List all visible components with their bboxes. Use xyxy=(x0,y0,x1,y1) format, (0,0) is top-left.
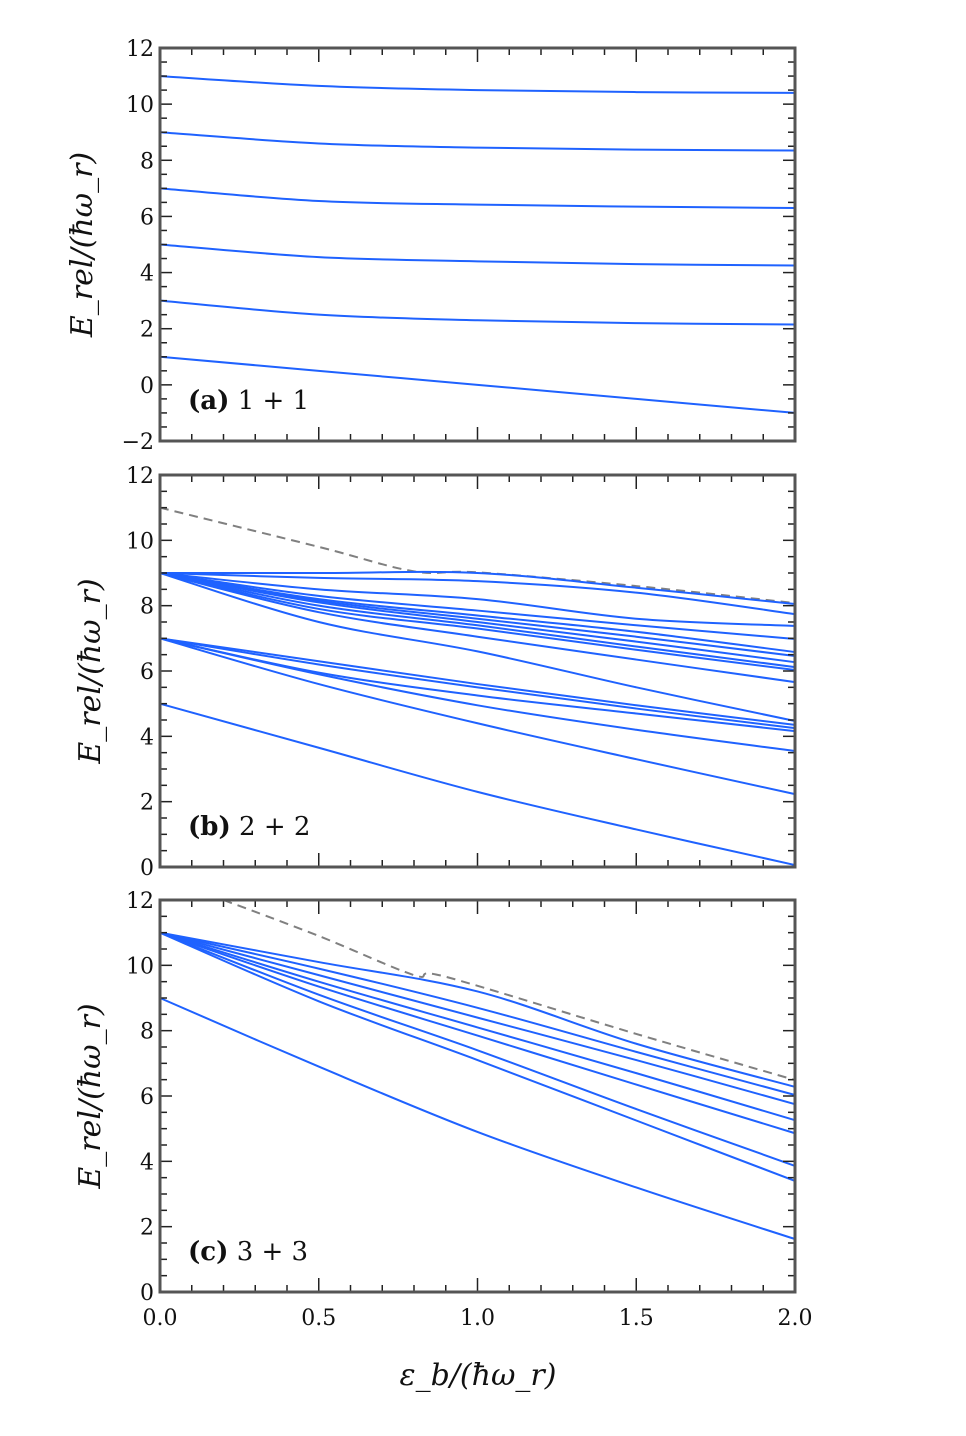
energy-level-line xyxy=(159,572,796,654)
y-tick-label: 0 xyxy=(140,856,154,881)
y-tick-label: 12 xyxy=(126,464,154,489)
plot-frame xyxy=(158,46,797,443)
y-tick-label: 4 xyxy=(140,1150,154,1175)
y-axis-label: E_rel/(ħω_r) xyxy=(73,1003,108,1189)
panel-c: 0 2 4 6 8 10 12 0.0 0.5 1.0 1.5 2.0 (c) 3 + 3 E_rel/(… xyxy=(73,889,813,1331)
y-tick-label: 12 xyxy=(126,37,154,62)
energy-level-line xyxy=(159,243,796,267)
y-tick-label: 10 xyxy=(126,529,154,554)
y-axis-label: E_rel/(ħω_r) xyxy=(65,152,100,338)
x-tick-label: 2.0 xyxy=(778,1306,813,1331)
y-tick-label: 6 xyxy=(140,205,154,230)
energy-level-line xyxy=(159,637,796,726)
panel-b: 0 2 4 6 8 10 12 (b) 2 + 2 E_rel/(ħω_r) xyxy=(73,464,797,881)
energy-level-line xyxy=(159,187,796,210)
energy-level-line xyxy=(159,572,796,627)
y-tick-label: 2 xyxy=(140,318,154,343)
y-tick-label: −2 xyxy=(122,430,154,455)
energy-level-line xyxy=(159,931,796,1122)
energy-level-line xyxy=(159,572,796,657)
y-tick-label: 4 xyxy=(140,262,154,287)
y-tick-label: 6 xyxy=(140,1085,154,1110)
y-tick-label: 4 xyxy=(140,725,154,750)
energy-level-line xyxy=(159,572,796,640)
energy-level-line xyxy=(159,572,796,669)
energy-level-line xyxy=(159,637,796,753)
energy-level-line xyxy=(159,572,796,722)
energy-level-line xyxy=(159,931,796,1096)
energy-level-line xyxy=(159,931,796,1106)
x-axis-label: ε_b/(ħω_r) xyxy=(400,1358,557,1393)
energy-level-line xyxy=(159,572,796,672)
x-tick-label: 0.0 xyxy=(143,1306,178,1331)
energy-level-line xyxy=(159,299,796,326)
energy-level-line xyxy=(159,75,796,94)
panel-a: −2 0 2 4 6 8 10 12 (a) 1 + 1 E_rel/(ħω_r) xyxy=(65,37,797,455)
y-tick-label: 10 xyxy=(126,93,154,118)
x-tick-label: 1.5 xyxy=(619,1306,654,1331)
plot-frame xyxy=(158,898,797,1294)
energy-level-line xyxy=(159,131,796,152)
energy-level-line xyxy=(159,570,796,606)
energy-level-line xyxy=(159,702,796,867)
y-tick-label: 2 xyxy=(140,791,154,816)
panel-label: (b) 2 + 2 xyxy=(188,812,310,842)
x-tick-label: 1.0 xyxy=(460,1306,495,1331)
y-tick-label: 2 xyxy=(140,1216,154,1241)
energy-level-line xyxy=(159,931,796,1167)
energy-level-line xyxy=(159,572,796,684)
dashed-curve xyxy=(223,899,796,1081)
energy-level-line xyxy=(159,931,796,1135)
energy-level-line xyxy=(159,637,796,730)
y-tick-label: 12 xyxy=(126,889,154,914)
energy-level-line xyxy=(159,637,796,796)
panel-label: (c) 3 + 3 xyxy=(188,1237,308,1267)
energy-level-line xyxy=(159,931,796,1182)
plot-frame xyxy=(158,473,797,869)
x-tick-label: 0.5 xyxy=(301,1306,336,1331)
energy-level-line xyxy=(159,355,796,414)
y-axis-label: E_rel/(ħω_r) xyxy=(73,578,108,764)
y-tick-label: 10 xyxy=(126,954,154,979)
energy-level-line xyxy=(159,572,796,664)
y-tick-label: 0 xyxy=(140,374,154,399)
energy-level-line xyxy=(159,931,796,1088)
energy-level-line xyxy=(159,572,796,616)
y-tick-label: 6 xyxy=(140,660,154,685)
y-tick-label: 0 xyxy=(140,1281,154,1306)
y-tick-label: 8 xyxy=(140,149,154,174)
y-tick-label: 8 xyxy=(140,1020,154,1045)
y-tick-label: 8 xyxy=(140,595,154,620)
energy-level-line xyxy=(159,997,796,1241)
panel-label: (a) 1 + 1 xyxy=(188,386,309,416)
